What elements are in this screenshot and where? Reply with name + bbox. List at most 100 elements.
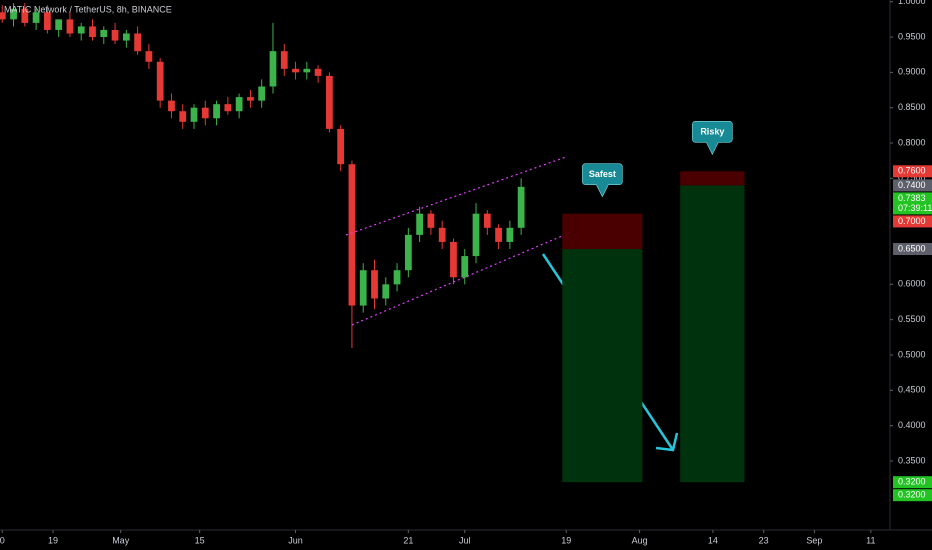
candle-body [100,29,108,38]
x-tick-label: 15 [195,535,205,545]
y-tick-label: 1.0000 [898,0,926,6]
candle-body [190,107,198,122]
y-tick-label: 0.6000 [898,279,926,289]
callout [692,120,733,155]
plot [0,3,525,348]
candle-body [506,227,514,242]
candle-body [168,100,175,112]
price-tag [893,476,932,489]
y-tick-label: 0.9000 [898,67,926,77]
candle-body [359,270,367,306]
candle-body [427,213,435,228]
candle-body [382,284,390,299]
price-tag [893,165,932,178]
candle-body [280,51,288,69]
candle-body [89,26,96,38]
x-tick-label: 19 [561,535,571,545]
y-tick-label: 0.9500 [898,31,926,41]
candle-body [438,227,446,242]
y-tick-label: 0.8500 [898,102,926,112]
callout-label: Safest [589,169,616,179]
candle-body [224,104,232,112]
candle-body [450,241,457,278]
price-tag-label: 0.7600 [898,166,926,176]
candle-body [337,128,345,165]
x-tick-label: 21 [403,535,413,545]
candle-body [111,29,119,41]
candle-body [156,61,164,101]
price-tag [893,179,932,192]
y-tick-label: 0.4500 [898,385,926,395]
candle-body [269,51,277,87]
candle-body [201,107,209,119]
price-tag [893,192,932,215]
x-tick-label: Jun [288,535,303,545]
candle-body [258,86,266,101]
price-tag [893,243,932,256]
x-tick-label: 19 [48,535,58,545]
price-tag [893,489,932,502]
candle-body [517,186,525,228]
countdown: 07:39:11 [898,203,932,213]
x-tick-label: 0 [0,535,5,545]
candle-body [134,33,142,52]
candle-body [325,75,333,129]
candle-body [10,8,17,20]
x-tick-label: Jul [459,535,471,545]
x-tick-label: 23 [759,535,769,545]
y-tick-label: 0.3500 [898,455,926,465]
callout [582,163,623,198]
y-tick-label: 0.5500 [898,314,926,324]
candle-body [461,256,469,278]
candle-body [393,270,401,285]
x-tick-label: May [112,535,130,545]
x-tick-label: Sep [806,535,822,545]
channel-upper [345,156,567,236]
chart-title: MATIC Network / TetherUS, 8h, BINANCE [4,4,172,14]
candle-body [0,12,6,20]
candle-body [292,68,299,73]
candle-body [66,19,74,34]
candle-body [404,234,412,271]
candle-body [495,227,502,242]
price-tag-label: 0.7400 [898,180,926,190]
candle-body [314,68,322,76]
y-tick-label: 0.4000 [898,420,926,430]
stop-zone [562,213,643,250]
target-zone [680,185,745,483]
candle-body [371,270,378,299]
price-tag-label: 0.7000 [898,216,926,226]
price-tag-label: 0.3200 [898,490,926,500]
candle-body [213,104,220,119]
y-tick-label: 0.8000 [898,137,926,147]
candle-body [32,12,40,23]
price-tag-label: 0.6500 [898,243,926,253]
callout-label: Risky [700,127,724,137]
candle-body [483,213,491,228]
candle-body [179,111,187,122]
price-tag-label: 0.3200 [898,477,926,487]
candle-body [472,213,480,257]
x-tick-label: 11 [866,535,875,545]
price-tag [893,215,932,228]
price-tag-label: 0.7383 [898,193,926,203]
y-tick-label: 0.5000 [898,349,926,359]
candle-body [303,68,311,73]
y-tick-label: 0.7500 [898,173,926,183]
candle-body [55,19,63,30]
candle-body [416,213,424,235]
candle-body [77,26,85,34]
stop-zone [680,171,745,186]
candle-body [43,12,51,30]
x-tick-label: Aug [632,535,648,545]
candle-body [235,97,243,112]
candle-body [145,51,153,62]
x-tick-label: 14 [708,535,718,545]
candle-body [21,8,29,23]
candle-body [122,33,130,41]
candle-body [348,164,356,306]
candle-body [247,97,254,101]
target-zone [562,249,643,483]
